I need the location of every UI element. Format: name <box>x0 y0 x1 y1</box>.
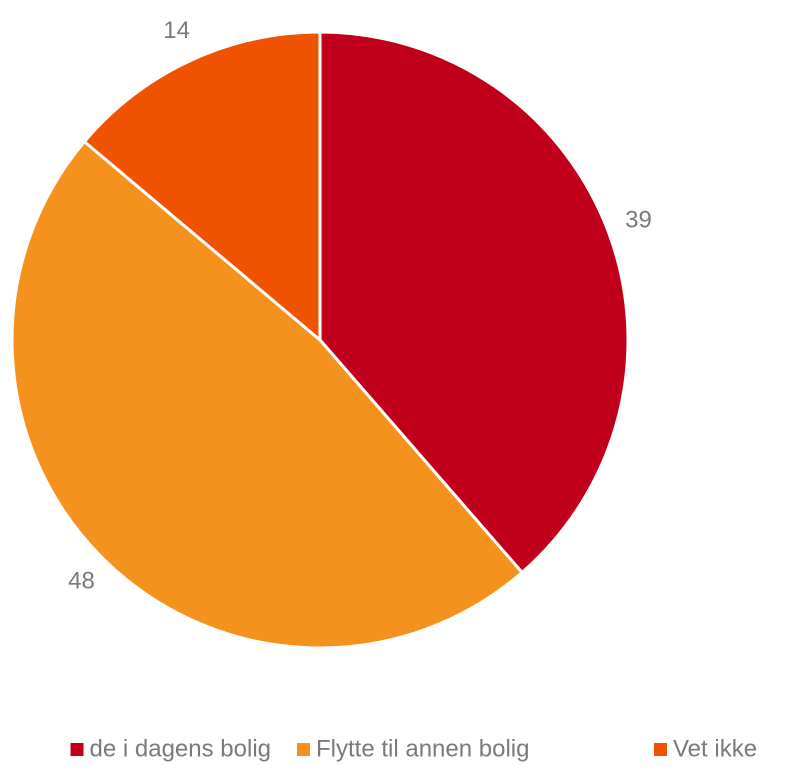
legend-label: Vet ikke <box>673 735 757 762</box>
legend-label: de i dagens bolig <box>90 735 271 762</box>
legend-marker <box>70 743 84 756</box>
legend-label: Flytte til annen bolig <box>316 735 529 762</box>
data-label: 14 <box>163 17 190 44</box>
data-label: 39 <box>625 206 652 233</box>
pie-slice <box>318 30 630 575</box>
pie-slice <box>10 139 525 650</box>
data-label: 48 <box>68 568 95 595</box>
legend-marker <box>654 743 667 756</box>
pie-slice <box>82 30 322 344</box>
legend-marker <box>297 743 310 756</box>
